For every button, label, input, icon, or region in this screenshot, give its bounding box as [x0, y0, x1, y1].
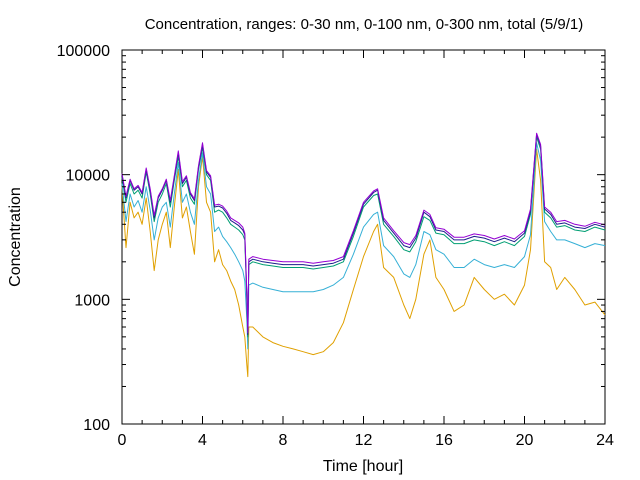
series-group	[121, 132, 606, 378]
plot-area	[121, 49, 606, 425]
x-tick-label: 0	[118, 432, 127, 449]
chart-title: Concentration, ranges: 0-30 nm, 0-100 nm…	[145, 16, 584, 33]
y-tick-label: 100	[83, 417, 110, 434]
x-axis-title: Time [hour]	[323, 458, 403, 475]
x-tick-label: 8	[279, 432, 288, 449]
plot-frame	[121, 49, 606, 425]
x-tick-label: 12	[355, 432, 373, 449]
series-line-2	[121, 136, 606, 338]
y-axis-title: Concentration	[7, 187, 24, 287]
ticks-group: 0 4 8 12 16 20 24 100 1000 10000 100000	[57, 43, 614, 449]
x-tick-label: 24	[596, 432, 614, 449]
x-tick-label: 4	[198, 432, 207, 449]
x-tick-label: 20	[516, 432, 534, 449]
series-line-4	[121, 132, 606, 334]
series-line-1	[121, 142, 606, 350]
x-tick-label: 16	[435, 432, 453, 449]
y-tick-label: 1000	[74, 292, 110, 309]
y-tick-label: 10000	[66, 168, 111, 185]
series-line-3	[121, 134, 606, 336]
y-tick-label: 100000	[57, 43, 110, 60]
series-line-0	[121, 148, 606, 378]
